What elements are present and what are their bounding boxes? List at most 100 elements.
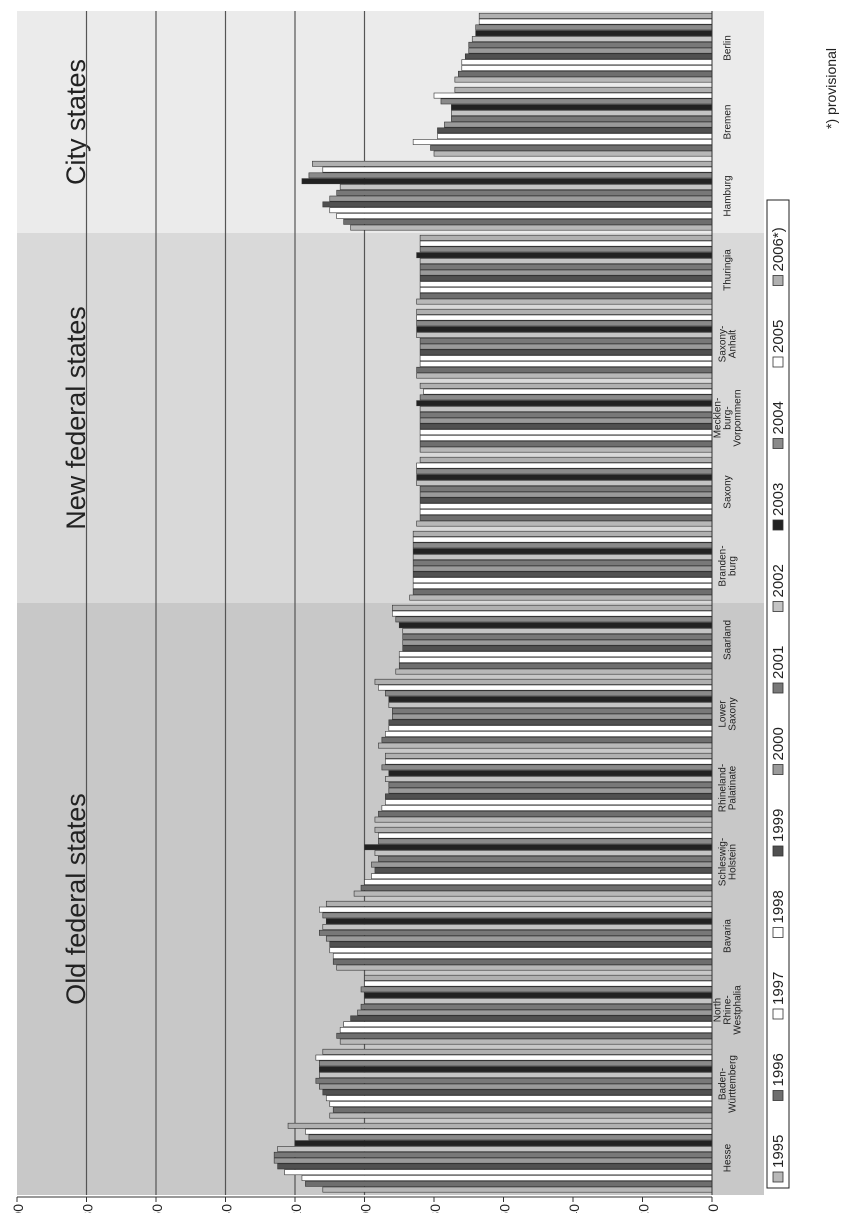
bar — [343, 218, 713, 225]
bar — [419, 281, 713, 288]
bar — [419, 497, 713, 504]
bar — [451, 115, 713, 122]
bar — [419, 485, 713, 492]
bar — [416, 520, 713, 527]
bar — [339, 1027, 713, 1033]
bar — [385, 731, 713, 737]
bar — [402, 645, 713, 652]
category-label: Holstein — [728, 844, 739, 880]
category-label: Anhalt — [728, 330, 739, 359]
bar — [419, 491, 713, 498]
bar — [433, 92, 713, 99]
tick-label: 0 — [705, 1204, 721, 1212]
category-label: Berlin — [723, 35, 734, 61]
bar — [419, 394, 713, 401]
bar — [416, 326, 713, 333]
bar — [301, 178, 713, 185]
bar — [329, 195, 713, 202]
bar — [412, 139, 713, 145]
bar — [398, 657, 713, 663]
legend-swatch — [772, 601, 784, 612]
bar — [322, 912, 713, 919]
category-label: Palatinate — [728, 765, 739, 810]
legend-label: 2003 — [770, 483, 787, 516]
bar — [378, 742, 713, 749]
legend-swatch — [772, 682, 784, 694]
bar — [398, 651, 713, 658]
bar — [364, 992, 713, 999]
bar — [398, 662, 713, 669]
legend-label: 1997 — [770, 972, 787, 1005]
bar — [329, 947, 713, 954]
bar — [277, 1163, 713, 1170]
bar — [305, 1180, 713, 1187]
bar — [458, 70, 713, 77]
bar — [412, 548, 713, 555]
bar — [325, 1095, 713, 1102]
bar — [350, 224, 713, 231]
bar — [444, 121, 713, 128]
bar — [398, 622, 713, 629]
bar — [312, 160, 713, 167]
bar — [329, 207, 713, 214]
bar — [360, 986, 713, 993]
bar — [433, 150, 713, 157]
bar — [336, 213, 713, 219]
bar — [416, 332, 713, 338]
bar — [478, 12, 713, 19]
legend-swatch — [772, 1090, 784, 1101]
bar — [419, 446, 713, 453]
bar — [416, 468, 713, 475]
legend-swatch — [772, 845, 784, 857]
legend-label: 1996 — [770, 1053, 787, 1086]
bar — [364, 980, 713, 987]
bar — [277, 1146, 713, 1152]
bar — [478, 18, 713, 25]
bar — [388, 696, 713, 703]
legend-label: 1995 — [770, 1135, 787, 1168]
category-label: Saxony- — [718, 326, 729, 363]
bar — [374, 867, 713, 874]
tick-label: 100 — [358, 1204, 374, 1213]
category-label: Hamburg — [723, 175, 734, 216]
bar — [416, 308, 713, 315]
category-label: Rhine- — [723, 995, 734, 1024]
bar — [412, 571, 713, 578]
bar — [360, 1003, 713, 1010]
tick-label: 40 — [566, 1204, 582, 1213]
bar — [451, 104, 713, 111]
bar — [412, 542, 713, 549]
bar — [332, 953, 713, 959]
bar — [385, 793, 713, 800]
bar — [412, 565, 713, 572]
bar — [419, 292, 713, 299]
category-label: Hesse — [723, 1143, 734, 1172]
bar — [451, 110, 713, 116]
bar — [343, 1021, 713, 1028]
bar — [322, 166, 713, 173]
bar — [273, 1151, 713, 1158]
bar — [322, 201, 713, 208]
legend-label: 2004 — [770, 401, 787, 434]
bar — [315, 1054, 713, 1061]
category-label: Schleswig- — [718, 838, 729, 886]
legend-label: 2006*) — [770, 227, 787, 271]
bar — [419, 263, 713, 270]
bar — [471, 36, 713, 42]
bar — [388, 702, 713, 708]
bar — [419, 337, 713, 344]
bar — [419, 287, 713, 293]
bar — [385, 690, 713, 697]
bar — [412, 530, 713, 537]
bar — [391, 713, 713, 720]
bar — [416, 252, 713, 259]
legend-label: 1998 — [770, 890, 787, 923]
bar — [454, 86, 713, 93]
legend-swatch — [772, 927, 784, 938]
category-label: Saxony — [728, 697, 739, 730]
category-label: burg- — [723, 406, 734, 429]
bar — [329, 941, 713, 948]
bar — [322, 1089, 713, 1096]
bar — [322, 924, 713, 930]
bar — [475, 24, 713, 31]
